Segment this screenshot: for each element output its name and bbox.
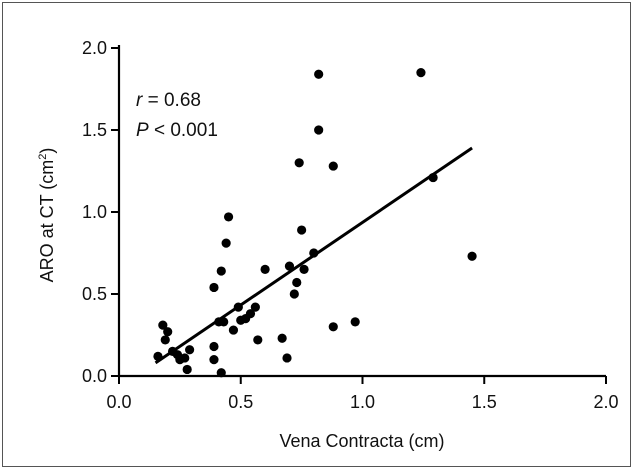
- data-point: [185, 345, 195, 355]
- x-tick-label: 0.5: [228, 392, 253, 412]
- data-point: [289, 289, 299, 299]
- y-ticks: 0.0 0.5 1.0 1.5 2.0: [82, 38, 119, 386]
- data-point: [328, 161, 338, 171]
- y-axis-title-superscript: 2: [37, 154, 49, 160]
- data-point: [299, 264, 309, 274]
- y-tick-label: 2.0: [82, 38, 107, 58]
- data-point: [282, 353, 292, 363]
- y-axis-title: ARO at CT (cm2): [37, 148, 57, 283]
- r-symbol: r: [136, 90, 143, 111]
- scatter-chart: 0.0 0.5 1.0 1.5 2.0 0.0 0.5 1.0 1.5 2.0 r = 0.68…: [37, 38, 619, 451]
- y-tick-label: 1.5: [82, 120, 107, 140]
- y-tick-label: 0.0: [82, 366, 107, 386]
- data-point: [245, 309, 256, 319]
- x-tick-label: 2.0: [593, 392, 618, 412]
- x-tick-label: 1.5: [472, 392, 497, 412]
- x-tick-label: 1.0: [350, 392, 375, 412]
- plot-area: 0.0 0.5 1.0 1.5 2.0 0.0 0.5 1.0 1.5 2.0: [82, 38, 619, 412]
- data-point: [233, 302, 243, 312]
- data-point: [292, 277, 302, 288]
- data-point: [160, 335, 170, 345]
- y-axis-title-close: ): [37, 148, 57, 154]
- data-point: [209, 341, 219, 352]
- data-point: [260, 264, 270, 274]
- data-point: [223, 212, 234, 222]
- data-point: [158, 320, 168, 330]
- data-point: [153, 351, 163, 361]
- x-tick-label: 0.0: [106, 392, 131, 412]
- data-point: [284, 261, 295, 271]
- data-point: [416, 68, 426, 78]
- data-point: [216, 266, 226, 276]
- data-point: [350, 317, 360, 327]
- data-point: [253, 335, 263, 345]
- data-point: [467, 251, 477, 261]
- data-point: [314, 125, 324, 135]
- data-point: [297, 225, 307, 235]
- data-point: [314, 69, 324, 79]
- p-symbol: P: [136, 120, 149, 141]
- data-point: [328, 322, 338, 332]
- correlation-annotation: r = 0.68: [136, 90, 201, 111]
- data-point: [228, 325, 239, 335]
- y-axis-title-main: ARO at CT (cm: [37, 160, 57, 283]
- x-axis-title: Vena Contracta (cm): [279, 431, 444, 451]
- data-point: [277, 333, 287, 343]
- p-value-annotation: P < 0.001: [136, 120, 218, 141]
- data-point: [209, 355, 219, 365]
- data-point: [221, 238, 231, 248]
- data-point: [309, 248, 319, 258]
- data-point: [294, 158, 304, 168]
- r-value: = 0.68: [142, 90, 201, 111]
- data-point: [428, 172, 438, 183]
- chart-frame: 0.0 0.5 1.0 1.5 2.0 0.0 0.5 1.0 1.5 2.0 r = 0.68…: [2, 2, 631, 467]
- data-point: [180, 353, 190, 363]
- data-point: [182, 364, 192, 375]
- y-tick-label: 0.5: [82, 284, 107, 304]
- data-point: [250, 302, 260, 312]
- y-tick-label: 1.0: [82, 202, 107, 222]
- data-point: [219, 317, 229, 327]
- data-points: [153, 68, 477, 378]
- p-value: < 0.001: [149, 120, 218, 141]
- data-point: [163, 327, 173, 337]
- data-point: [209, 282, 219, 293]
- data-point: [216, 368, 226, 378]
- x-ticks: 0.0 0.5 1.0 1.5 2.0: [106, 376, 619, 412]
